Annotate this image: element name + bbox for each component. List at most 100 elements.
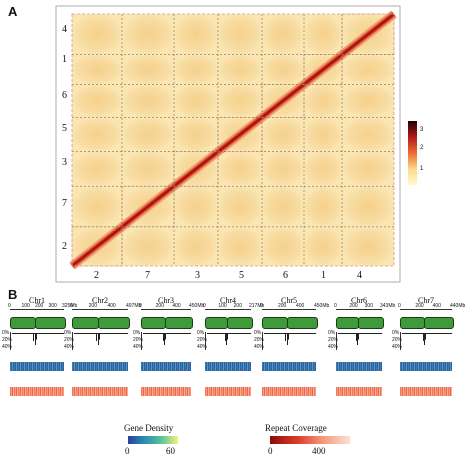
repeat-coverage-bar [205,387,251,396]
chromosome-name: Chr7 [418,296,434,305]
ruler-tick-label: 200 [415,303,424,309]
x-axis-label: 4 [357,270,362,281]
ruler-tick-label: 100 [218,303,227,309]
x-axis-label: 5 [239,270,244,281]
chromosome-arm [141,317,166,329]
coverage-line-track: 0% 20% 40% [2,330,65,350]
track-axis-label: 40% [392,344,403,350]
x-axis-label: 6 [283,270,288,281]
chromosome-arm [287,317,318,329]
ruler-tick-label: 300 [364,303,373,309]
chromosome-arm [164,317,193,329]
y-axis-label: 4 [62,24,67,35]
ruler-tick-label: 450Mb [189,303,205,309]
colorbar-tick: 2 [420,145,424,151]
ruler-tick-label: 343Mb [380,303,396,309]
ruler-tick-label: 0 [203,303,206,309]
repeat-max: 400 [312,446,326,456]
coverage-line-track: 0% 20% 40% [197,330,252,350]
chromosome-track-7: Chr7 0 200 400 440Mb 0% 20% 40% [392,296,468,408]
coverage-line-track: 0% 20% 40% [328,330,383,350]
panel-a-label: A [8,4,18,19]
track-axis-label: 40% [133,344,144,350]
heatmap-colorbar [408,121,417,185]
chromosome-name: Chr2 [92,296,108,305]
ruler: 0 200 400 450Mb [139,303,204,313]
ruler-tick-label: 200 [349,303,358,309]
ruler-tick-label: 400 [296,303,305,309]
repeat-coverage-bar [72,387,128,396]
ruler: 0 200 400 450Mb [260,303,329,313]
ruler: 0 200 400 440Mb [398,303,465,313]
chromosome-name: Chr5 [281,296,297,305]
y-axis-label: 1 [62,54,67,65]
ruler-tick-label: 100 [21,303,30,309]
chromosome-arm [35,317,66,329]
track-axis-label: 20% [64,337,75,343]
track-axis-label: 40% [328,344,339,350]
ruler-tick-label: 0 [8,303,11,309]
chromosome-arm [72,317,100,329]
ruler-tick-label: 440Mb [450,303,466,309]
chromosome-track-6: Chr6 0 200 300 343Mb 0% 20% 40% [328,296,398,408]
gene-density-bar [262,362,316,371]
ruler-tick-label: 400 [107,303,116,309]
track-axis-label: 20% [392,337,403,343]
gene-density-bar [10,362,64,371]
chromosome-name: Chr1 [29,296,45,305]
gene-density-colorbar [128,436,178,444]
y-axis-label: 6 [62,90,67,101]
coverage-line-track: 0% 20% 40% [133,330,192,350]
chromosome-arm [226,317,253,329]
gene-density-legend-title: Gene Density [124,423,174,433]
ruler-tick-label: 0 [334,303,337,309]
ruler-tick-label: 0 [139,303,142,309]
x-axis-label: 3 [195,270,200,281]
coverage-spike [161,333,168,345]
track-axis-label: 0% [328,330,336,336]
chromosome-name: Chr3 [158,296,174,305]
coverage-spike [31,333,40,345]
x-axis-label: 7 [145,270,150,281]
track-axis-label: 0% [2,330,10,336]
gene-density-bar [336,362,382,371]
gene-density-bar [205,362,251,371]
chromosome-arm [336,317,359,329]
gene-density-max: 60 [166,446,175,456]
ruler: 0 200 400 497Mb [70,303,141,313]
gene-density-bar [141,362,191,371]
coverage-spike [94,333,103,345]
chromosome-track-4: Chr4 0 100 200 217Mb 0% 20% 40% [197,296,267,408]
chromosome-arm [357,317,384,329]
chromosome-track-3: Chr3 0 200 400 450Mb 0% 20% 40% [133,296,207,408]
repeat-coverage-bar [336,387,382,396]
repeat-min: 0 [268,446,273,456]
x-axis-label: 2 [94,270,99,281]
chromosome-arm [400,317,426,329]
colorbar-tick: 1 [420,166,424,172]
chromosome-arm [424,317,454,329]
coverage-spike [223,333,230,345]
ruler-tick-label: 400 [172,303,181,309]
gene-density-bar [72,362,128,371]
ruler-tick-label: 300 [48,303,57,309]
ruler-tick-label: 400 [432,303,441,309]
repeat-coverage-bar [262,387,316,396]
repeat-coverage-bar [141,387,191,396]
track-axis-label: 0% [254,330,262,336]
repeat-coverage-bar [400,387,452,396]
panel-b-label: B [8,287,18,302]
track-axis-label: 0% [392,330,400,336]
ruler-tick-label: 497Mb [126,303,142,309]
x-axis-label: 1 [321,270,326,281]
track-axis-label: 0% [133,330,141,336]
coverage-spike [283,333,292,345]
track-axis-label: 40% [197,344,208,350]
track-axis-label: 40% [2,344,13,350]
hic-heatmap [55,5,417,283]
y-axis-label: 2 [62,241,67,252]
track-axis-label: 40% [64,344,75,350]
chromosome-track-1: Chr1 0 100 200 300 325Mb 0% 20% 40% [2,296,80,408]
ruler: 0 200 300 343Mb [334,303,395,313]
track-axis-label: 20% [328,337,339,343]
